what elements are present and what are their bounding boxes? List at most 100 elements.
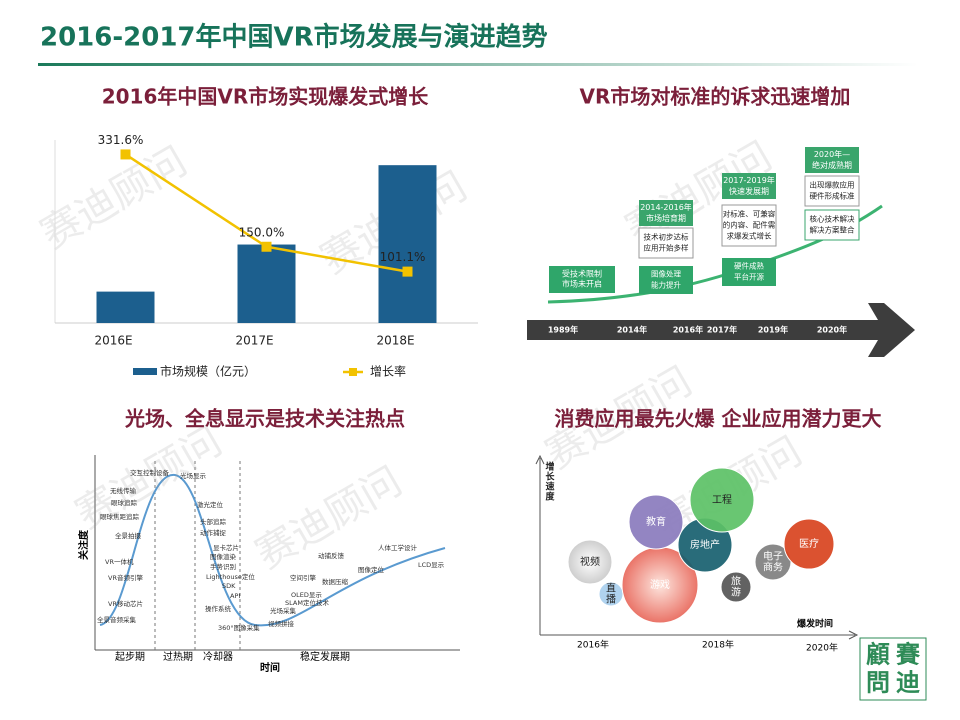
app-label: 游戏 — [650, 578, 670, 591]
legend-swatch — [349, 368, 357, 376]
panel-title: 光场、全息显示是技术关注热点 — [124, 407, 405, 431]
x-tick-label: 2017E — [235, 334, 273, 348]
stage-period: 2020年— — [814, 149, 850, 159]
tech-label: 数据压缩 — [322, 577, 349, 586]
bubble-axes — [539, 458, 855, 636]
tech-label: 光场显示 — [180, 471, 207, 480]
app-bubble — [689, 467, 755, 533]
data-label: 101.1% — [380, 250, 426, 264]
tech-label: SLAM定位技术 — [285, 598, 329, 607]
title-rule — [38, 63, 918, 66]
logo-frame — [859, 637, 927, 701]
stage-need: 求爆发式增长 — [727, 231, 772, 241]
tech-label: 动作捕捉 — [200, 528, 227, 537]
axis-label: 度 — [545, 491, 555, 503]
stage-box — [638, 227, 694, 259]
tech-label: 眼球追踪 — [111, 498, 138, 507]
timeline-year: 2014年 — [617, 325, 647, 335]
tech-label: 激光定位 — [197, 500, 224, 509]
hype-axes — [94, 455, 460, 651]
app-label: 医疗 — [799, 537, 819, 550]
tech-label: OLED显示 — [291, 591, 322, 599]
bar — [378, 165, 437, 323]
axis-label: 增 — [545, 461, 554, 473]
stage-box — [639, 200, 693, 226]
timeline-year: 2017年 — [707, 325, 737, 335]
app-label: 视频 — [580, 555, 600, 568]
tech-label: 视频拼接 — [268, 619, 295, 628]
stage-box — [805, 147, 859, 173]
app-label: 旅 — [731, 575, 741, 588]
panel-title: VR市场对标准的诉求迅速增加 — [580, 85, 851, 109]
stage-need: 应用开始多样 — [644, 243, 689, 253]
app-label: 游 — [731, 586, 741, 599]
box-text: 市场未开启 — [562, 279, 602, 289]
line-marker — [402, 266, 413, 277]
logo-char: 問 — [866, 668, 890, 697]
year-label: 2018年 — [702, 639, 734, 651]
app-label: 电子 — [763, 550, 783, 563]
axis-label: 关注度 — [77, 529, 90, 560]
stage-need: 技术初步达标 — [644, 232, 689, 242]
axis-label: 时间 — [260, 661, 280, 674]
legend-label: 增长率 — [370, 364, 406, 379]
watermark: 赛迪顾问 — [33, 138, 195, 258]
tech-label: 交互控制设备 — [130, 468, 170, 477]
phase-label: 稳定发展期 — [300, 650, 350, 663]
year-label: 2016年 — [577, 639, 609, 651]
stage-box — [804, 209, 860, 241]
tech-label: 全景拍摄 — [115, 531, 142, 540]
phase-label: 冷却器 — [203, 650, 233, 663]
phase-label: 起步期 — [115, 651, 145, 663]
legend-swatch — [133, 368, 157, 375]
stage-period: 市场培育期 — [646, 213, 686, 223]
tech-label: 眼球焦距追踪 — [100, 512, 140, 521]
tech-label: 手势识别 — [210, 562, 236, 571]
chart-title: 2016年中国VR市场实现爆发式增长 — [102, 85, 430, 109]
watermark: 赛迪顾问 — [248, 458, 410, 578]
tech-label: 人体工学设计 — [378, 543, 418, 552]
bar — [237, 244, 296, 323]
data-label: 331.6% — [98, 133, 144, 147]
timeline-arrow — [527, 303, 915, 357]
app-label: 播 — [606, 593, 616, 606]
tech-label: 无线传输 — [110, 486, 137, 495]
stage-box — [639, 266, 693, 294]
x-tick-label: 2018E — [376, 334, 414, 348]
stage-box — [722, 258, 776, 286]
stage-box — [722, 173, 776, 199]
tech-label: 动捕反馈 — [318, 551, 345, 560]
logo-char: 賽 — [895, 640, 921, 669]
stage-period: 绝对成熟期 — [812, 160, 852, 170]
tech-label: SDK — [222, 582, 236, 590]
stage-need: 的内容、配件需 — [723, 220, 776, 230]
tech-label: 头部追踪 — [200, 517, 227, 526]
tech-label: VR移动芯片 — [108, 599, 143, 608]
phase-label: 过热期 — [163, 650, 193, 663]
line-marker — [261, 241, 272, 252]
axis-label: 爆发时间 — [797, 618, 833, 630]
tech-label: 图像定位 — [358, 565, 385, 574]
line-marker — [120, 149, 131, 160]
logo-char: 迪 — [896, 668, 920, 697]
app-bubble — [567, 539, 613, 585]
tech-label: LCD显示 — [418, 561, 445, 569]
stage-period: 2014-2016年 — [640, 202, 692, 212]
hype-curve — [99, 473, 446, 627]
stage-need: 出现爆款应用 — [810, 180, 855, 190]
app-label: 直 — [606, 582, 616, 595]
tech-label: 光场采集 — [270, 606, 297, 615]
box-text: 受技术限制 — [562, 269, 602, 279]
stage-driver: 硬件成熟 — [734, 261, 764, 271]
x-tick-label: 2016E — [94, 334, 132, 348]
stage-driver: 解决方案整合 — [810, 225, 855, 235]
timeline-year: 1989年 — [548, 325, 578, 335]
stage-need: 对标准、可兼容 — [723, 209, 776, 219]
tech-label: 360°图像采集 — [218, 623, 260, 632]
tech-label: 图像渲染 — [210, 552, 237, 561]
tech-label: API — [230, 592, 240, 600]
stage-driver: 能力提升 — [651, 280, 681, 290]
app-bubble — [720, 571, 752, 603]
